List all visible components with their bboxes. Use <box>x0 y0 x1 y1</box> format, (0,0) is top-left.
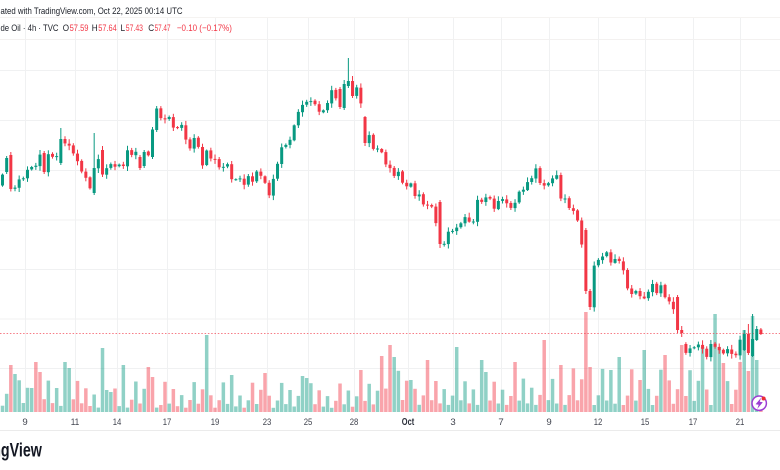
svg-text:H: H <box>92 23 98 33</box>
svg-text:57.43: 57.43 <box>126 23 143 33</box>
svg-text:21: 21 <box>736 417 745 428</box>
svg-text:28: 28 <box>350 417 359 428</box>
svg-text:3: 3 <box>450 417 455 428</box>
svg-text:ated with TradingView.com, Oc: ated with TradingView.com, Oct 22, 2025 … <box>1 6 183 16</box>
svg-text:17: 17 <box>689 417 698 428</box>
svg-text:9: 9 <box>22 417 27 428</box>
svg-text:ngView: ngView <box>0 441 42 462</box>
svg-text:11: 11 <box>71 417 80 428</box>
svg-text:15: 15 <box>641 417 650 428</box>
svg-text:57.64: 57.64 <box>98 23 116 33</box>
svg-text:12: 12 <box>594 417 603 428</box>
svg-text:25: 25 <box>304 417 313 428</box>
svg-text:19: 19 <box>211 417 220 428</box>
svg-text:L: L <box>121 23 126 33</box>
svg-text:O: O <box>63 23 69 33</box>
svg-text:−0.10 (−0.17%): −0.10 (−0.17%) <box>177 23 232 33</box>
svg-text:17: 17 <box>163 417 172 428</box>
svg-text:14: 14 <box>113 417 122 428</box>
svg-text:57.47: 57.47 <box>155 23 171 33</box>
svg-text:57.59: 57.59 <box>70 23 89 33</box>
svg-text:9: 9 <box>546 417 551 428</box>
svg-text:Oct: Oct <box>402 417 415 428</box>
svg-text:23: 23 <box>263 417 272 428</box>
svg-text:C: C <box>148 23 154 33</box>
svg-text:de Oil · 4h · TVC: de Oil · 4h · TVC <box>1 23 59 33</box>
svg-text:7: 7 <box>498 417 503 428</box>
